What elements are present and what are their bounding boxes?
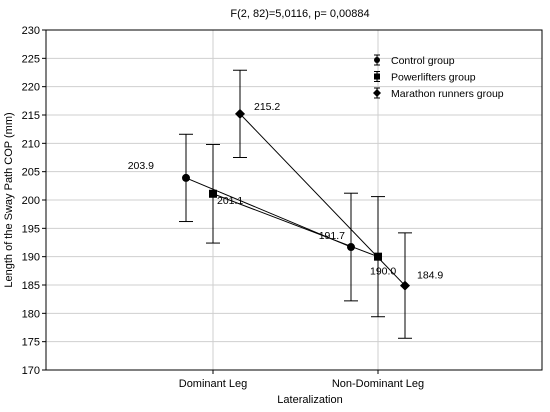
point-marker <box>347 243 355 252</box>
y-tick-label: 195 <box>22 223 40 235</box>
legend-label: Marathon runners group <box>391 88 504 100</box>
y-tick-label: 215 <box>22 110 40 122</box>
data-label: 201.1 <box>217 195 243 207</box>
axes: 170 175 180 185 190 195 200 205 210 215 220 225 230 D… <box>22 25 543 390</box>
y-tick-label: 210 <box>22 138 40 150</box>
data-label: 190.0 <box>370 266 396 278</box>
legend-label: Control group <box>391 55 455 67</box>
data-label: 184.9 <box>417 270 443 282</box>
point-marker <box>400 280 410 291</box>
y-axis-title: Length of the Sway Path COP (mm) <box>3 112 15 287</box>
series-0 <box>179 133 358 302</box>
series-line <box>239 113 406 286</box>
y-tick-label: 230 <box>22 25 40 37</box>
series-line <box>212 193 379 258</box>
series-2 <box>233 69 412 339</box>
chart-title: F(2, 82)=5,0116, p= 0,00884 <box>230 8 369 20</box>
y-tick-label: 190 <box>22 252 40 264</box>
data-labels: 203.9 191.7 201.1 190.0 215.2 184.9 <box>128 101 444 282</box>
x-tick-label: Dominant Leg <box>179 378 248 390</box>
y-tick-label: 180 <box>22 308 40 320</box>
point-marker <box>373 89 381 97</box>
point-marker <box>235 108 245 119</box>
point-marker <box>374 73 380 80</box>
legend-label: Powerlifters group <box>391 72 476 84</box>
y-tick-label: 220 <box>22 82 40 94</box>
series-1 <box>206 143 385 318</box>
x-tick-label: Non-Dominant Leg <box>332 378 424 390</box>
y-tick-label: 170 <box>22 365 40 377</box>
legend-item: Marathon runners group <box>373 87 504 100</box>
point-marker <box>374 57 380 63</box>
plot-frame <box>45 29 543 371</box>
y-tick-label: 225 <box>22 53 40 65</box>
x-axis-title: Lateralization <box>277 394 342 406</box>
point-marker <box>182 173 190 182</box>
point-marker <box>374 252 382 261</box>
data-label: 215.2 <box>254 101 280 113</box>
y-tick-label: 200 <box>22 195 40 207</box>
legend: Control group Powerlifters group Marathon … <box>373 54 504 100</box>
series-layer <box>179 69 412 339</box>
data-label: 191.7 <box>319 230 345 242</box>
legend-item: Powerlifters group <box>374 71 476 84</box>
data-label: 203.9 <box>128 160 154 172</box>
legend-item: Control group <box>374 54 455 67</box>
y-tick-label: 175 <box>22 337 40 349</box>
point-marker <box>209 189 217 198</box>
y-tick-label: 185 <box>22 280 40 292</box>
y-tick-label: 205 <box>22 167 40 179</box>
